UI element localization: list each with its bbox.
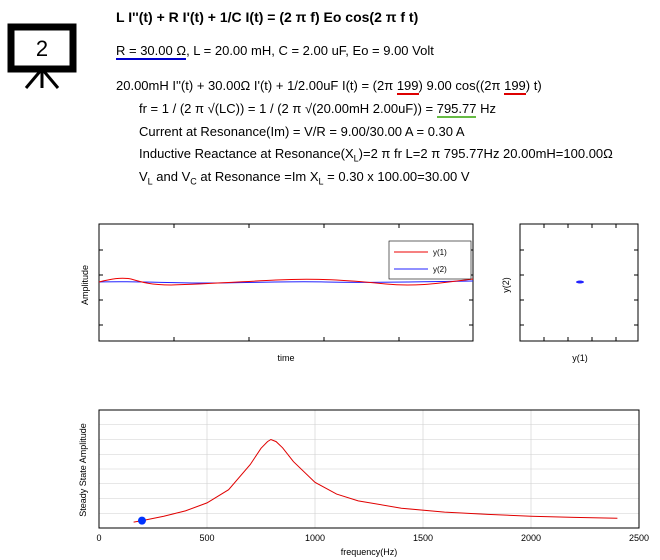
inductive-reactance: Inductive Reactance at Resonance(XL)=2 π… <box>139 146 613 164</box>
time-plot-ylabel: Amplitude <box>80 265 90 305</box>
chart-grid <box>99 410 639 528</box>
expanded-equation-part: ) t) <box>525 78 542 93</box>
y1-trace <box>98 277 474 286</box>
y2-trace <box>98 280 474 284</box>
phase-plot-ylabel: y(2) <box>501 277 511 293</box>
chart-frame <box>98 409 640 529</box>
operating-point-marker[interactable] <box>137 516 146 525</box>
slide-number: 2 <box>36 36 48 61</box>
x-tick-label: 1000 <box>305 533 325 543</box>
expanded-equation-part: ) 9.00 cos((2π <box>418 78 505 93</box>
frequency-response-chart[interactable]: 0 500 1000 1500 2000 2500 Steady State Amplit… <box>76 400 660 560</box>
resonance-frequency-value[interactable]: 795.77 <box>436 101 477 118</box>
reactance-part: )=2 π fr L=2 π 795.77Hz 20.00mH=100.00Ω <box>358 146 613 161</box>
x-tick-label: 500 <box>199 533 214 543</box>
resonance-formula: fr = 1 / (2 π √(LC)) = 1 / (2 π √(20.00m… <box>139 101 437 116</box>
resistance-value[interactable]: R = 30.00 Ω <box>116 43 187 60</box>
current-at-resonance: Current at Resonance(Im) = V/R = 9.00/30… <box>139 124 465 139</box>
voltage-part: and V <box>152 169 191 184</box>
presentation-board-icon[interactable]: 2 <box>6 22 78 90</box>
reactance-part: Inductive Reactance at Resonance(X <box>139 146 354 161</box>
voltage-at-resonance: VL and VC at Resonance =Im XL = 0.30 x 1… <box>139 169 470 187</box>
chart-ylabel: Steady State Amplitude <box>78 423 88 517</box>
x-tick-label: 1500 <box>413 533 433 543</box>
phase-plot[interactable]: y(2) y(1) <box>498 215 660 370</box>
phase-plot-xlabel: y(1) <box>572 353 588 363</box>
expanded-equation-part: 20.00mH I''(t) + 30.00Ω I'(t) + 1/2.00uF… <box>116 78 397 93</box>
subscript: L <box>318 176 324 187</box>
driving-frequency-2[interactable]: 199 <box>504 78 526 95</box>
driving-frequency-1[interactable]: 199 <box>396 78 419 95</box>
time-plot-legend: y(1) y(2) <box>388 240 472 280</box>
x-tick-label: 0 <box>96 533 101 543</box>
resonance-unit: Hz <box>476 101 496 116</box>
legend-y2: y(2) <box>433 265 447 274</box>
x-tick-label: 2500 <box>629 533 649 543</box>
amplitude-curve <box>133 438 618 523</box>
chart-series <box>133 438 618 525</box>
expanded-equation: 20.00mH I''(t) + 30.00Ω I'(t) + 1/2.00uF… <box>116 78 542 95</box>
legend-y1: y(1) <box>433 248 447 257</box>
circuit-parameters: R = 30.00 Ω, L = 20.00 mH, C = 2.00 uF, … <box>116 43 434 60</box>
time-plot[interactable]: y(1) y(2) Amplitude time <box>76 215 481 370</box>
main-equation: L I''(t) + R I'(t) + 1/C I(t) = (2 π f) … <box>116 9 419 25</box>
x-tick-label: 2000 <box>521 533 541 543</box>
resonance-frequency-line: fr = 1 / (2 π √(LC)) = 1 / (2 π √(20.00m… <box>139 101 496 118</box>
time-plot-xlabel: time <box>277 353 294 363</box>
voltage-part: at Resonance =Im X <box>196 169 319 184</box>
chart-xlabel: frequency(Hz) <box>341 547 398 557</box>
phase-trajectory <box>576 280 584 284</box>
subscript: C <box>190 176 197 187</box>
voltage-part: V <box>139 169 148 184</box>
subscript: L <box>147 176 153 187</box>
parameters-rest: , L = 20.00 mH, C = 2.00 uF, Eo = 9.00 V… <box>186 43 434 58</box>
x-axis-ticks: 0 500 1000 1500 2000 2500 <box>96 533 649 543</box>
subscript: L <box>353 153 359 164</box>
voltage-part: = 0.30 x 100.00=30.00 V <box>323 169 470 184</box>
